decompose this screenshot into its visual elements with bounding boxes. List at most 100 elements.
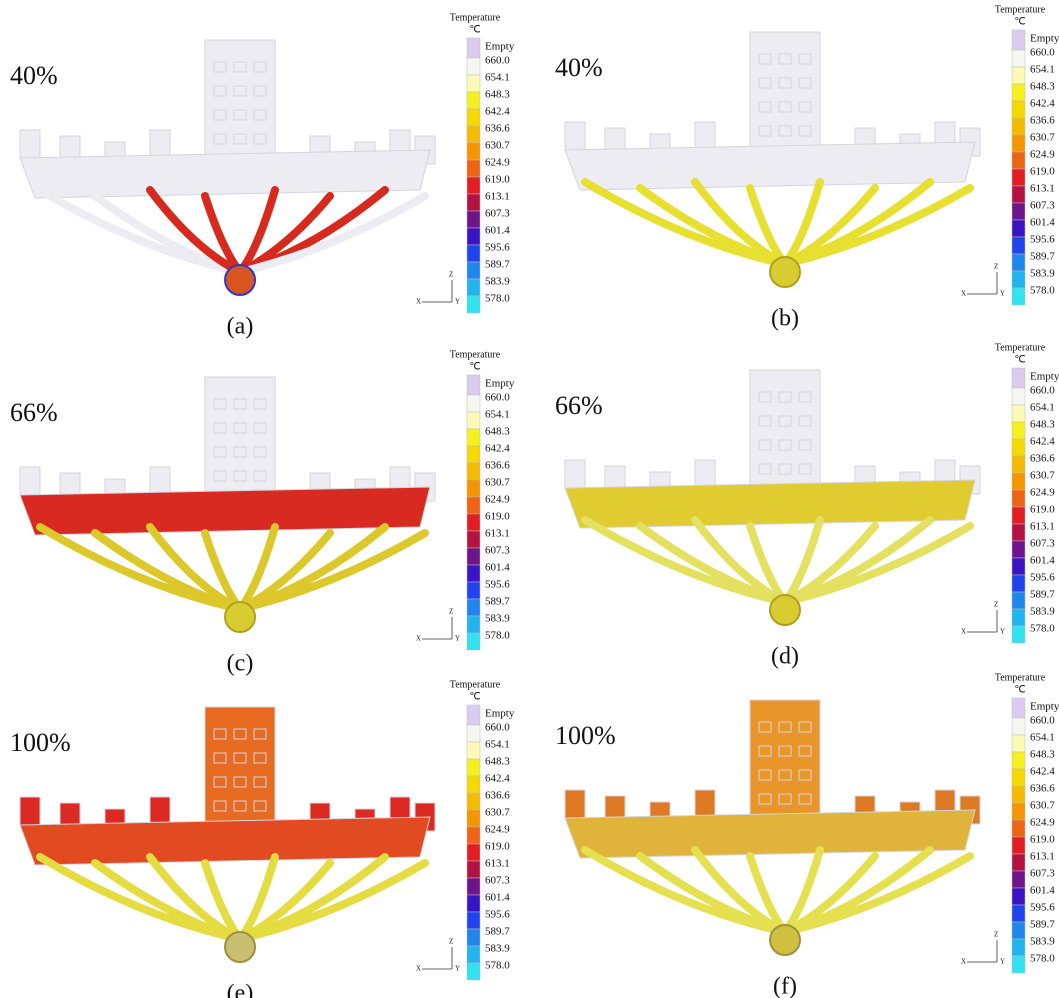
bracket xyxy=(695,790,715,818)
legend-swatch xyxy=(1012,152,1025,169)
legend-unit: ℃ xyxy=(469,24,480,35)
legend-swatch xyxy=(467,279,480,296)
legend-swatch xyxy=(1012,135,1025,152)
sprue xyxy=(770,925,800,955)
legend-title: Temperature xyxy=(450,679,501,690)
figure: 40% (a) Temperature ℃ Empty 660.0 654.1 648.3 64… xyxy=(0,0,1059,998)
legend-label: 595.6 xyxy=(1030,234,1055,246)
legend-swatch xyxy=(467,705,480,725)
casting xyxy=(565,700,980,955)
axis-label: X xyxy=(961,958,966,966)
legend-label: 636.6 xyxy=(1030,115,1055,127)
legend-swatch xyxy=(1012,490,1025,507)
legend-swatch xyxy=(467,463,480,480)
legend-swatch xyxy=(1012,718,1025,735)
legend-label: 613.1 xyxy=(1030,521,1055,533)
legend-swatch xyxy=(1012,30,1025,50)
legend-swatch xyxy=(1012,558,1025,575)
bracket xyxy=(20,467,40,495)
beam xyxy=(20,817,430,865)
legend-label: 624.9 xyxy=(1030,149,1055,161)
legend-label: 595.6 xyxy=(1030,902,1055,914)
panel: 66%(d)Temperature℃Empty660.0654.1648.364… xyxy=(555,342,1059,669)
fill-percent: 40% xyxy=(10,61,58,90)
legend-swatch xyxy=(467,126,480,143)
legend-swatch xyxy=(1012,735,1025,752)
legend-swatch xyxy=(467,582,480,599)
legend-label: 583.9 xyxy=(485,276,510,288)
legend-label: 607.3 xyxy=(1030,538,1055,550)
axis-label: Y xyxy=(455,298,460,306)
legend-swatch xyxy=(1012,368,1025,388)
legend-swatch xyxy=(1012,220,1025,237)
axis-label: X xyxy=(961,290,966,298)
legend-swatch xyxy=(1012,507,1025,524)
panel-label: (a) xyxy=(227,314,254,340)
legend-label: 642.4 xyxy=(485,773,510,785)
bracket xyxy=(150,467,170,495)
legend-label: Empty xyxy=(485,41,515,53)
casting xyxy=(565,370,980,625)
legend-label: 601.4 xyxy=(485,892,510,904)
axis-label: Y xyxy=(1000,290,1005,298)
legend-swatch xyxy=(467,143,480,160)
panel: 100%(f)Temperature℃Empty660.0654.1648.36… xyxy=(555,672,1059,998)
legend-label: 624.9 xyxy=(485,157,510,169)
legend-swatch xyxy=(1012,752,1025,769)
legend-swatch xyxy=(1012,84,1025,101)
legend-swatch xyxy=(467,878,480,895)
beam xyxy=(565,480,975,528)
legend-swatch xyxy=(467,429,480,446)
beam xyxy=(20,487,430,535)
panel: 40%(b)Temperature℃Empty660.0654.1648.364… xyxy=(555,4,1059,331)
legend-label: Empty xyxy=(1030,701,1059,713)
legend-label: 624.9 xyxy=(485,824,510,836)
panel-label: (b) xyxy=(771,306,799,332)
legend-title: Temperature xyxy=(995,4,1046,15)
legend-swatch xyxy=(467,395,480,412)
beam xyxy=(20,150,430,198)
legend-swatch xyxy=(467,912,480,929)
legend-label: 578.0 xyxy=(485,293,510,305)
legend-label: 648.3 xyxy=(485,756,510,768)
legend-label: 654.1 xyxy=(485,739,510,751)
legend-label: 648.3 xyxy=(1030,749,1055,761)
legend-label: 624.9 xyxy=(485,494,510,506)
legend-label: 601.4 xyxy=(1030,217,1055,229)
legend-swatch xyxy=(1012,575,1025,592)
panel: 66%(c)Temperature℃Empty660.0654.1648.364… xyxy=(10,349,515,676)
legend-label: 583.9 xyxy=(485,943,510,955)
legend-label: 648.3 xyxy=(1030,81,1055,93)
axis-label: Y xyxy=(1000,958,1005,966)
axis-label: X xyxy=(416,965,421,973)
legend-swatch xyxy=(467,194,480,211)
axis-label: X xyxy=(961,628,966,636)
legend-swatch xyxy=(467,616,480,633)
legend-label: 654.1 xyxy=(1030,64,1055,76)
panel: 100%(e)Temperature℃Empty660.0654.1648.36… xyxy=(10,679,515,998)
legend-label: 578.0 xyxy=(1030,285,1055,297)
fill-percent: 40% xyxy=(555,53,603,82)
legend-swatch xyxy=(467,514,480,531)
legend-swatch xyxy=(1012,837,1025,854)
legend-swatch xyxy=(467,895,480,912)
bracket xyxy=(565,460,585,488)
axis-label: Z xyxy=(994,601,998,609)
casting xyxy=(20,707,435,962)
legend-swatch xyxy=(1012,288,1025,305)
beam xyxy=(565,142,975,190)
legend-swatch xyxy=(1012,101,1025,118)
legend-label: 630.7 xyxy=(485,140,510,152)
legend-label: 583.9 xyxy=(1030,606,1055,618)
legend-label: 636.6 xyxy=(1030,453,1055,465)
legend-swatch xyxy=(467,497,480,514)
legend-label: 660.0 xyxy=(485,722,510,734)
legend-label: 601.4 xyxy=(1030,885,1055,897)
legend-swatch xyxy=(467,245,480,262)
legend-swatch xyxy=(467,228,480,245)
bracket xyxy=(150,797,170,825)
legend-label: 619.0 xyxy=(1030,504,1055,516)
axis-label: Z xyxy=(449,608,453,616)
legend-swatch xyxy=(1012,592,1025,609)
legend-swatch xyxy=(1012,50,1025,67)
